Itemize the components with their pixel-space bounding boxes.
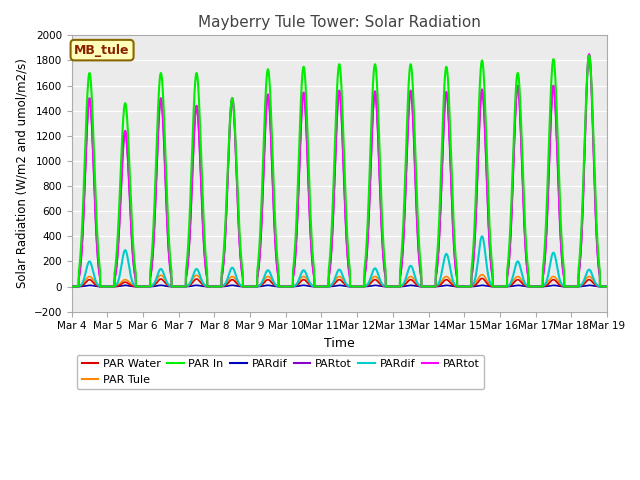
Y-axis label: Solar Radiation (W/m2 and umol/m2/s): Solar Radiation (W/m2 and umol/m2/s): [15, 59, 28, 288]
X-axis label: Time: Time: [324, 337, 355, 350]
Legend: PAR Water, PAR Tule, PAR In, PARdif, PARtot, PARdif, PARtot: PAR Water, PAR Tule, PAR In, PARdif, PAR…: [77, 355, 484, 389]
Title: Mayberry Tule Tower: Solar Radiation: Mayberry Tule Tower: Solar Radiation: [198, 15, 481, 30]
Text: MB_tule: MB_tule: [74, 44, 130, 57]
